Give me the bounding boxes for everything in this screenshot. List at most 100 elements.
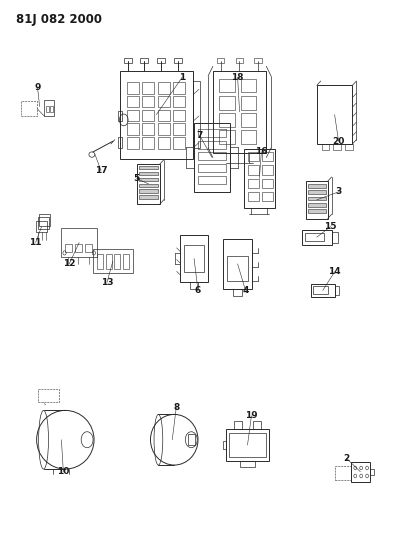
Bar xyxy=(236,58,243,63)
Bar xyxy=(248,152,259,161)
Bar xyxy=(198,164,226,172)
Bar xyxy=(241,114,257,126)
Bar xyxy=(240,461,255,467)
Bar xyxy=(219,130,234,143)
Bar xyxy=(173,124,185,135)
Bar xyxy=(241,96,257,110)
Text: 2: 2 xyxy=(343,454,350,463)
Bar xyxy=(173,96,185,108)
Bar xyxy=(157,58,165,63)
Bar xyxy=(226,429,269,461)
Bar xyxy=(335,466,351,480)
Bar xyxy=(308,190,326,194)
Bar xyxy=(248,179,259,188)
Bar xyxy=(127,96,139,108)
Bar xyxy=(127,124,139,135)
Text: 19: 19 xyxy=(245,411,258,420)
Bar xyxy=(194,123,230,192)
Text: 11: 11 xyxy=(29,238,42,247)
Bar xyxy=(345,144,353,150)
Bar xyxy=(127,137,139,149)
Bar xyxy=(127,82,139,94)
Bar xyxy=(158,124,170,135)
Text: 15: 15 xyxy=(324,222,337,231)
Bar xyxy=(229,433,266,457)
Bar xyxy=(139,166,158,169)
Bar xyxy=(173,137,185,149)
Bar xyxy=(198,141,226,149)
Bar xyxy=(120,70,193,159)
Bar xyxy=(262,192,273,201)
Bar xyxy=(370,469,374,475)
Bar xyxy=(233,289,242,295)
Bar xyxy=(173,58,181,63)
Bar xyxy=(158,109,170,121)
Bar xyxy=(143,96,154,108)
Bar xyxy=(143,82,154,94)
Bar xyxy=(21,101,37,116)
Text: 8: 8 xyxy=(173,403,179,412)
Bar xyxy=(139,172,158,175)
Bar xyxy=(217,58,224,63)
Bar xyxy=(248,192,259,201)
Bar xyxy=(124,58,132,63)
Text: 6: 6 xyxy=(195,286,201,295)
Text: 81J 082 2000: 81J 082 2000 xyxy=(16,13,102,26)
Bar xyxy=(44,100,54,116)
Bar xyxy=(114,254,120,269)
Bar xyxy=(143,124,154,135)
Bar xyxy=(223,441,226,449)
Bar xyxy=(75,244,82,252)
Bar xyxy=(190,282,198,289)
Bar xyxy=(39,214,50,226)
Text: 7: 7 xyxy=(197,132,203,140)
Bar xyxy=(248,165,259,175)
Bar xyxy=(333,144,341,150)
Bar xyxy=(106,254,112,269)
Text: 16: 16 xyxy=(255,148,268,156)
Bar xyxy=(36,221,47,232)
Bar xyxy=(143,109,154,121)
Bar xyxy=(93,249,133,273)
Text: 4: 4 xyxy=(242,286,249,295)
Bar xyxy=(241,79,257,93)
Bar xyxy=(118,110,122,121)
Bar xyxy=(219,79,234,93)
Bar xyxy=(253,421,261,429)
Bar xyxy=(262,152,273,161)
Text: 20: 20 xyxy=(332,137,345,146)
Bar xyxy=(123,254,129,269)
Text: 14: 14 xyxy=(328,268,341,276)
Bar xyxy=(244,149,275,208)
Text: 17: 17 xyxy=(95,166,107,175)
Text: 1: 1 xyxy=(179,73,185,82)
Bar xyxy=(173,109,185,121)
Bar xyxy=(158,82,170,94)
Bar xyxy=(234,421,242,429)
Bar xyxy=(306,181,328,219)
Bar xyxy=(322,144,329,150)
Bar xyxy=(308,184,326,188)
Bar xyxy=(50,106,53,112)
Bar xyxy=(241,130,257,143)
Bar xyxy=(213,70,267,154)
Bar xyxy=(139,195,158,198)
Bar xyxy=(158,137,170,149)
Bar xyxy=(38,389,59,402)
Bar xyxy=(139,178,158,181)
Bar xyxy=(262,165,273,175)
Bar xyxy=(308,203,326,207)
Bar xyxy=(139,183,158,187)
Bar xyxy=(193,81,200,148)
Bar xyxy=(254,58,262,63)
Bar xyxy=(351,462,370,482)
Bar xyxy=(198,176,226,184)
Bar xyxy=(65,244,72,252)
Text: 10: 10 xyxy=(57,467,70,476)
Bar xyxy=(219,96,234,110)
Text: 12: 12 xyxy=(63,260,76,268)
Bar xyxy=(180,235,208,282)
Text: 18: 18 xyxy=(231,73,244,82)
Bar xyxy=(85,244,92,252)
Bar xyxy=(139,189,158,192)
